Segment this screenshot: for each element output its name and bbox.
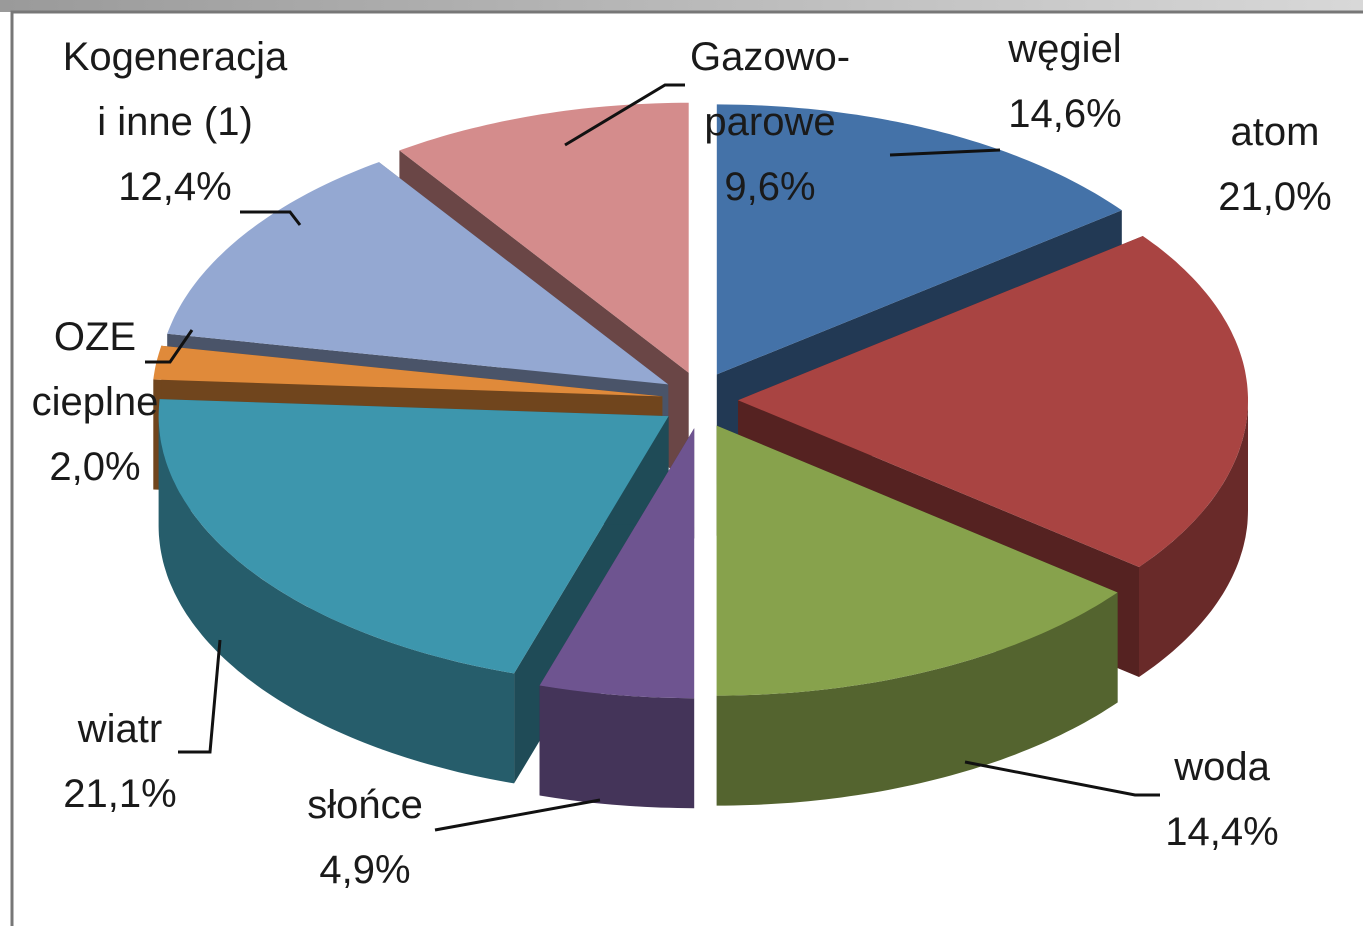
leader-line bbox=[240, 210, 302, 226]
slice-side bbox=[158, 416, 515, 784]
leader-line bbox=[564, 83, 685, 147]
data-label: 14,6% bbox=[1008, 92, 1121, 136]
leader-line bbox=[178, 639, 222, 754]
data-label: 12,4% bbox=[118, 165, 231, 209]
slice bbox=[738, 236, 1248, 567]
slice bbox=[716, 425, 1118, 696]
leader-line bbox=[434, 798, 601, 832]
slice bbox=[399, 102, 689, 373]
slice bbox=[153, 345, 663, 397]
labels: węgiel 14,6% atom 21,0% woda 14,4% słońce 4,9% w… bbox=[32, 27, 1332, 892]
category-label: węgiel bbox=[1007, 27, 1121, 71]
data-label: 21,0% bbox=[1218, 175, 1331, 219]
category-label: Kogeneracja i inne (1) bbox=[63, 35, 288, 144]
slice bbox=[167, 162, 669, 385]
slice-side bbox=[1139, 400, 1248, 677]
leader-line bbox=[889, 148, 1001, 157]
slice bbox=[716, 104, 1122, 375]
slice bbox=[539, 428, 695, 699]
frame-top bbox=[0, 0, 1363, 12]
data-label: 4,9% bbox=[319, 848, 410, 892]
data-label: 21,1% bbox=[63, 772, 176, 816]
category-label: słońce bbox=[307, 783, 423, 827]
slice-tops bbox=[153, 102, 1248, 699]
leader-line bbox=[145, 329, 194, 364]
category-label: Gazowo-parowe bbox=[690, 35, 850, 144]
category-label: woda bbox=[1173, 745, 1270, 789]
category-label: OZE cieplne bbox=[32, 315, 159, 424]
slice bbox=[158, 399, 669, 674]
leader-line bbox=[964, 760, 1160, 797]
data-label: 9,6% bbox=[724, 165, 815, 209]
category-label: atom bbox=[1231, 110, 1320, 154]
slice-side bbox=[539, 685, 695, 809]
slice-side bbox=[716, 592, 1118, 806]
data-label: 14,4% bbox=[1165, 810, 1278, 854]
category-label: wiatr bbox=[77, 707, 162, 751]
data-label: 2,0% bbox=[49, 445, 140, 489]
